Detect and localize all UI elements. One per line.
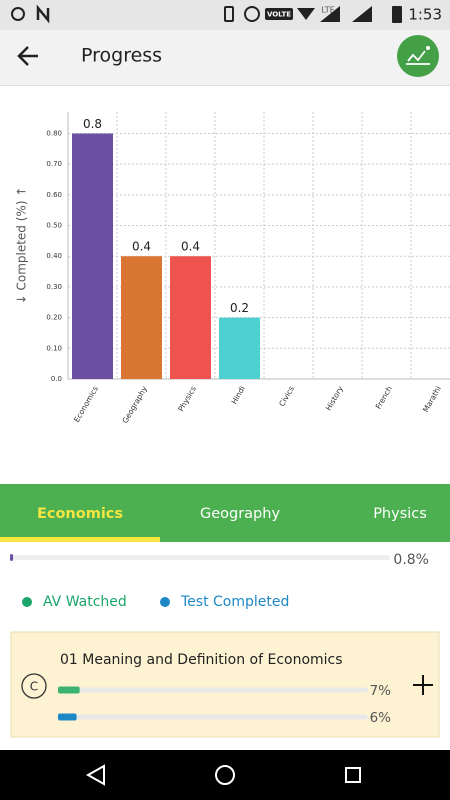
progress-label: 0.8% — [393, 552, 429, 568]
x-tick-label: Physics — [176, 384, 198, 413]
topic-progress-label: 6% — [370, 710, 392, 726]
volte-badge — [265, 8, 293, 20]
clock: 1:53 — [408, 6, 442, 24]
value-label: 0.8 — [83, 117, 102, 131]
divider — [0, 85, 450, 86]
topic-icon — [21, 673, 47, 699]
chart: ↓ Completed (%) ↑ 0.0 0.10 0.20 0.30 0.40 0.50… — [15, 112, 450, 425]
y-tick-label: 0.0 — [51, 375, 62, 383]
topic-progress-label: 7% — [370, 683, 392, 699]
value-label: 0.2 — [230, 301, 249, 315]
page-title: Progress — [81, 45, 162, 67]
y-tick-label: 0.80 — [46, 129, 62, 137]
legend: AV Watched Test Completed — [22, 594, 289, 610]
y-axis-label: ↓ Completed (%) ↑ — [15, 187, 29, 305]
y-tick-label: 0.50 — [46, 222, 62, 230]
nav-recent[interactable] — [345, 767, 361, 783]
progress-fill — [10, 554, 14, 561]
topic-title: 01 Meaning and Definition of Economics — [60, 652, 343, 668]
back-button[interactable] — [17, 46, 38, 66]
topic-progress-track — [58, 714, 368, 720]
bar — [121, 256, 162, 379]
expand-button[interactable] — [413, 675, 433, 695]
tab-bar — [0, 484, 450, 542]
topics: C 01 Meaning and Definition of Economics 7… — [10, 631, 440, 738]
battery-icon — [392, 6, 402, 23]
tab[interactable]: Geography — [200, 506, 280, 522]
x-tick-label: Geography — [120, 384, 149, 425]
x-tick-label: Economics — [72, 384, 100, 423]
bar — [170, 256, 211, 379]
bar — [72, 133, 113, 379]
value-label: 0.4 — [132, 240, 151, 254]
alarm-icon — [244, 6, 260, 22]
nav-bar — [0, 750, 450, 800]
n-icon — [36, 4, 50, 24]
vibrate-icon — [224, 6, 234, 22]
signal-icon-2 — [352, 6, 372, 22]
chart-button[interactable] — [397, 35, 439, 77]
y-tick-label: 0.70 — [46, 160, 62, 168]
y-tick-label: 0.30 — [46, 283, 62, 291]
bar — [219, 317, 260, 379]
y-tick-label: 0.40 — [46, 252, 62, 260]
tab-indicator — [0, 537, 160, 542]
tabs: Economics Geography Physics — [0, 506, 427, 542]
tab[interactable]: Physics — [373, 506, 427, 522]
y-tick-label: 0.60 — [46, 191, 62, 199]
x-tick-label: Hindi — [230, 385, 247, 406]
y-tick-label: 0.20 — [46, 314, 62, 322]
wifi-icon — [297, 8, 315, 20]
volte-text: VOLTE — [267, 11, 291, 19]
nav-back[interactable] — [85, 764, 105, 786]
lte-text: LTE — [321, 6, 334, 15]
legend-dot — [160, 597, 170, 607]
x-tick-label: History — [324, 384, 345, 412]
value-label: 0.4 — [181, 240, 200, 254]
progress-track — [10, 555, 390, 560]
topic-progress-fill — [58, 686, 80, 694]
overall-progress: 0.8% — [10, 552, 429, 568]
signal-icon — [320, 6, 340, 22]
tab[interactable]: Economics — [37, 506, 123, 522]
legend-label: Test Completed — [180, 594, 289, 610]
legend-label: AV Watched — [43, 594, 127, 610]
x-tick-label: Civics — [277, 384, 296, 408]
topic-progress-track — [58, 687, 368, 693]
y-tick-label: 0.10 — [46, 344, 62, 352]
topic-progress-fill — [58, 713, 77, 721]
x-tick-label: French — [374, 384, 394, 410]
app-bar — [0, 30, 450, 85]
sync-icon — [11, 7, 25, 21]
x-tick-label: Marathi — [421, 385, 443, 414]
legend-dot — [22, 597, 32, 607]
topic-icon-letter: C — [30, 680, 38, 694]
nav-home[interactable] — [215, 765, 235, 785]
